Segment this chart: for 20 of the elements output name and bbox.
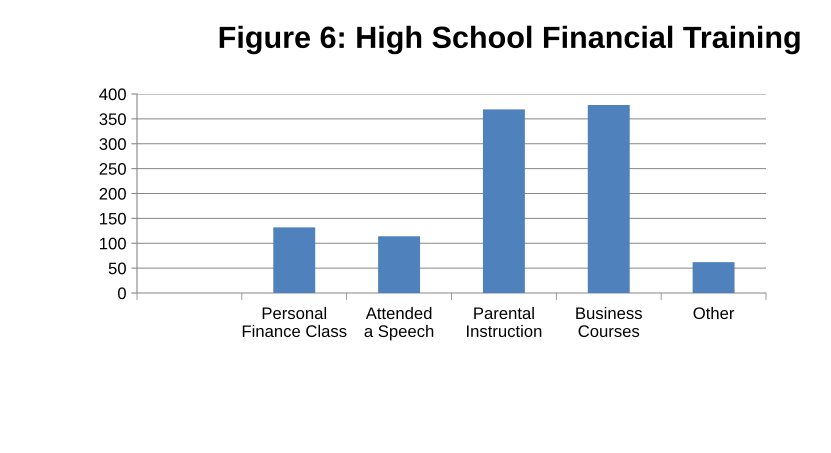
x-tick-label: Business Courses (576, 306, 642, 338)
chart-title: Figure 6: High School Financial Training (220, 26, 800, 54)
x-tick-label: Personal Finance Class (242, 306, 346, 338)
bar (692, 262, 735, 293)
y-tick-label: 200 (100, 188, 126, 200)
y-tick-label: 300 (99, 138, 126, 150)
y-tick-label: 350 (99, 113, 126, 126)
bar (378, 236, 420, 293)
y-tick-label: 400 (99, 88, 126, 100)
y-tick-label: 0 (118, 287, 126, 300)
bar (588, 104, 630, 293)
y-tick-label: 250 (100, 163, 126, 175)
y-tick-label: 100 (100, 238, 126, 250)
bar (273, 227, 316, 293)
y-tick-label: 50 (108, 262, 126, 274)
x-tick-label: Parental Instruction (467, 306, 542, 338)
x-tick-label: Other (694, 306, 734, 320)
bar (482, 109, 525, 293)
x-tick-label: Attended a Speech (364, 306, 434, 340)
y-tick-label: 150 (100, 212, 126, 225)
